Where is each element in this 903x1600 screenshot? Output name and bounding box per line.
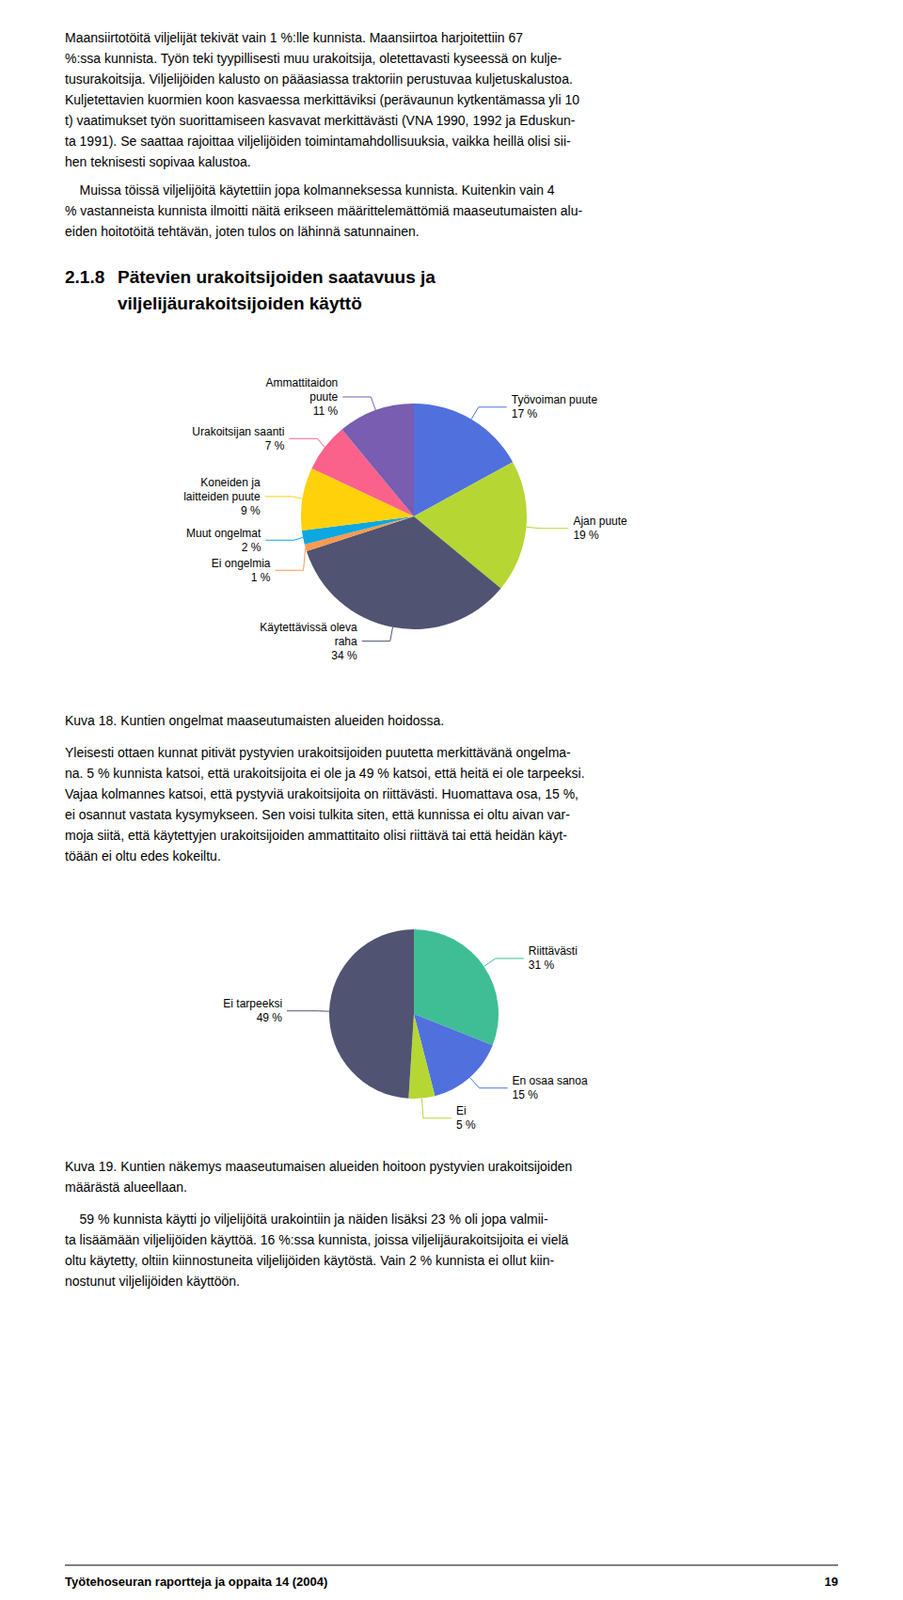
svg-text:Ammattitaidon: Ammattitaidon [266,376,339,390]
svg-text:Kuva 19. Kuntien näkemys maase: Kuva 19. Kuntien näkemys maaseutumaisen … [64,1158,572,1174]
svg-text:raha: raha [334,634,358,649]
svg-text:hen teknisesti sopivaa kalusto: hen teknisesti sopivaa kalustoa. [64,154,252,170]
svg-text:ei osannut vastata kysymykseen: ei osannut vastata kysymykseen. Sen vois… [64,807,571,823]
svg-text:nostunut viljelijöiden käyttöö: nostunut viljelijöiden käyttöön. [64,1273,240,1289]
svg-text:määrästä alueellaan.: määrästä alueellaan. [64,1179,188,1195]
svg-text:1 %: 1 % [251,570,271,585]
svg-text:Vajaa kolmannes katsoi, että p: Vajaa kolmannes katsoi, että pystyviä ur… [64,786,579,802]
svg-text:Ajan puute: Ajan puute [572,514,628,528]
svg-text:Ei tarpeeksi: Ei tarpeeksi [222,997,283,1011]
svg-text:49 %: 49 % [256,1011,284,1025]
svg-text:19: 19 [824,1574,839,1589]
svg-text:31 %: 31 % [528,958,555,972]
svg-text:tusurakoitsija. Viljelijöiden: tusurakoitsija. Viljelijöiden kalusto on… [64,71,573,87]
svg-text:Työtehoseuran raportteja ja op: Työtehoseuran raportteja ja oppaita 14 (… [64,1574,328,1589]
svg-text:laitteiden puute: laitteiden puute [183,490,261,504]
svg-text:Maansiirtotöitä viljelijät tek: Maansiirtotöitä viljelijät tekivät vain … [64,30,523,46]
svg-text:Yleisesti ottaen kunnat pitivä: Yleisesti ottaen kunnat pitivät pystyvie… [64,744,571,761]
svg-text:% vastanneista kunnista ilmoit: % vastanneista kunnista ilmoitti näitä e… [64,203,583,219]
svg-text:Työvoiman puute: Työvoiman puute [511,393,599,407]
svg-text:Ei: Ei [456,1104,467,1118]
svg-text:moja siitä, että käytettyjen u: moja siitä, että käytettyjen urakoitsijo… [64,827,568,843]
svg-text:viljelijäurakoitsijoiden käytt: viljelijäurakoitsijoiden käyttö [117,293,363,314]
svg-text:na. 5 % kunnista katsoi, että: na. 5 % kunnista katsoi, että urakoitsij… [64,765,586,781]
svg-text:Ei ongelmia: Ei ongelmia [211,556,271,571]
svg-text:ta 1991). Se saattaa rajoittaa: ta 1991). Se saattaa rajoittaa viljelijö… [64,133,571,149]
svg-text:5 %: 5 % [456,1118,476,1132]
svg-text:Muissa töissä viljelijöitä käy: Muissa töissä viljelijöitä käytettiin jo… [64,182,555,198]
svg-text:34 %: 34 % [331,649,358,663]
svg-text:9 %: 9 % [240,504,261,518]
svg-text:ta lisäämään viljelijöiden käy: ta lisäämään viljelijöiden käyttöä. 16 %… [64,1232,570,1248]
svg-text:Käytettävissä oleva: Käytettävissä oleva [259,620,358,634]
svg-text:eiden hoitotöitä tehtävän, jot: eiden hoitotöitä tehtävän, joten tulos o… [64,223,420,239]
svg-text:7 %: 7 % [265,439,286,453]
svg-text:17 %: 17 % [511,407,539,421]
svg-text:Kuva 18. Kuntien ongelmat maas: Kuva 18. Kuntien ongelmat maaseutumaiste… [64,712,444,729]
svg-text:Muut ongelmat: Muut ongelmat [186,526,262,540]
svg-text:%:ssa kunnista. Työn teki tyyp: %:ssa kunnista. Työn teki tyypillisesti … [64,50,562,66]
svg-text:Urakoitsijan saanti: Urakoitsijan saanti [191,425,285,439]
svg-text:2.1.8: 2.1.8 [64,267,105,287]
svg-text:Pätevien urakoitsijoiden saata: Pätevien urakoitsijoiden saatavuus ja [117,267,436,287]
svg-text:puute: puute [309,390,338,404]
svg-text:En osaa sanoa: En osaa sanoa [512,1074,588,1088]
svg-text:59 % kunnista käytti jo viljel: 59 % kunnista käytti jo viljelijöitä ura… [64,1211,549,1227]
svg-text:2 %: 2 % [241,540,262,555]
svg-text:Riittävästi: Riittävästi [528,944,578,958]
svg-text:Kuljetettavien kuormien koon k: Kuljetettavien kuormien koon kasvaessa m… [64,92,580,108]
svg-text:t) vaatimukset työn suorittami: t) vaatimukset työn suorittamiseen kasva… [64,112,576,128]
svg-text:töään ei oltu edes kokeiltu.: töään ei oltu edes kokeiltu. [64,848,222,864]
svg-text:19 %: 19 % [572,528,600,542]
svg-text:11 %: 11 % [313,404,339,418]
svg-text:15 %: 15 % [512,1088,539,1102]
svg-text:Koneiden ja: Koneiden ja [200,475,261,490]
svg-text:oltu käytetty, oltiin kiinnost: oltu käytetty, oltiin kiinnostuneita vil… [64,1252,555,1268]
